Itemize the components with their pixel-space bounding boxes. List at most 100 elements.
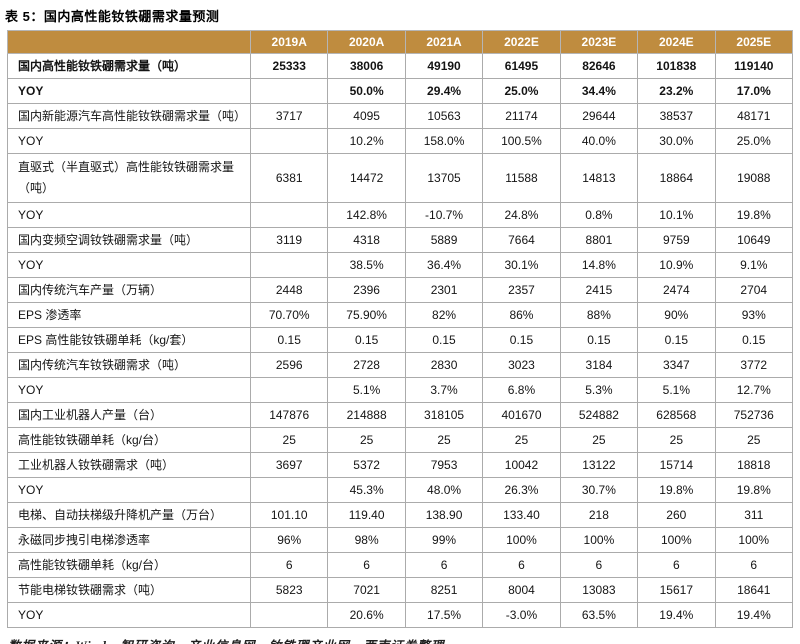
cell-value: 12.7%	[714, 377, 794, 403]
cell-value: 45.3%	[327, 477, 406, 503]
cell-value: 218	[559, 502, 639, 528]
table-row: 直驱式（半直驱式）高性能钕铁硼需求量（吨） 6381 14472 13705 11588…	[7, 153, 794, 203]
cell-value: 4095	[327, 103, 406, 129]
cell-value: 3772	[714, 352, 794, 378]
cell-value: 7664	[482, 227, 561, 253]
cell-value: 6	[482, 552, 561, 578]
cell-value: 38006	[327, 53, 406, 79]
cell-value: 10042	[482, 452, 561, 478]
cell-value: 34.4%	[559, 78, 639, 104]
table-row: 国内高性能钕铁硼需求量（吨） 25333 38006 49190 61495 82646 1…	[7, 53, 794, 79]
table-body: 国内高性能钕铁硼需求量（吨） 25333 38006 49190 61495 82646 1…	[7, 53, 794, 628]
cell-value: 14472	[327, 153, 406, 203]
table-title: 表 5：国内高性能钕铁硼需求量预测	[5, 9, 220, 24]
cell-value: 318105	[404, 402, 484, 428]
cell-value: 26.3%	[482, 477, 561, 503]
table-row: 国内传统汽车产量（万辆） 2448 2396 2301 2357 2415 2474 2704	[7, 277, 794, 303]
cell-value: 19.8%	[637, 477, 716, 503]
table-row: YOY 50.0% 29.4% 25.0% 34.4% 23.2% 17.0%	[7, 78, 794, 104]
cell-value: 82%	[404, 302, 484, 328]
cell-value: 3184	[559, 352, 639, 378]
cell-value: 0.8%	[559, 202, 639, 228]
cell-value: 30.0%	[637, 128, 716, 154]
cell-value: 5823	[249, 577, 329, 603]
row-label: YOY	[7, 602, 251, 628]
cell-value: 6	[714, 552, 794, 578]
cell-value: 14813	[559, 153, 639, 203]
cell-value: 25333	[249, 53, 329, 79]
cell-value: 25	[637, 427, 716, 453]
cell-value: 70.70%	[249, 302, 329, 328]
cell-value: 88%	[559, 302, 639, 328]
cell-value: 0.15	[327, 327, 406, 353]
row-label: 国内新能源汽车高性能钕铁硼需求量（吨）	[7, 103, 251, 129]
table-row: EPS 渗透率 70.70% 75.90% 82% 86% 88% 90% 93%	[7, 302, 794, 328]
table-row: 永磁同步拽引电梯渗透率 96% 98% 99% 100% 100% 100% 100%	[7, 527, 794, 553]
cell-value: -3.0%	[482, 602, 561, 628]
cell-value: 2415	[559, 277, 639, 303]
cell-value: -10.7%	[404, 202, 484, 228]
cell-value: 18641	[714, 577, 794, 603]
row-label: 国内变频空调钕铁硼需求量（吨）	[7, 227, 251, 253]
row-label: EPS 渗透率	[7, 302, 251, 328]
table-row: YOY 5.1% 3.7% 6.8% 5.3% 5.1% 12.7%	[7, 377, 794, 403]
cell-value: 19088	[714, 153, 794, 203]
table-row: 电梯、自动扶梯级升降机产量（万台） 101.10 119.40 138.90 133.4…	[7, 502, 794, 528]
cell-value: 752736	[714, 402, 794, 428]
table-row: 工业机器人钕铁硼需求（吨） 3697 5372 7953 10042 13122 15714…	[7, 452, 794, 478]
cell-value: 119140	[714, 53, 794, 79]
cell-value: 25	[327, 427, 406, 453]
row-label: 直驱式（半直驱式）高性能钕铁硼需求量（吨）	[7, 153, 251, 203]
cell-value: 61495	[482, 53, 561, 79]
row-label: EPS 高性能钕铁硼单耗（kg/套）	[7, 327, 251, 353]
cell-value: 48.0%	[404, 477, 484, 503]
cell-value: 9.1%	[714, 252, 794, 278]
cell-value: 15714	[637, 452, 716, 478]
cell-value: 36.4%	[404, 252, 484, 278]
cell-value: 3697	[249, 452, 329, 478]
cell-value: 29644	[559, 103, 639, 129]
row-label: 永磁同步拽引电梯渗透率	[7, 527, 251, 553]
cell-value: 90%	[637, 302, 716, 328]
cell-value: 96%	[249, 527, 329, 553]
cell-value: 5.3%	[559, 377, 639, 403]
cell-value: 100%	[559, 527, 639, 553]
cell-value: 6	[327, 552, 406, 578]
column-header: 2019A	[249, 30, 329, 54]
cell-value: 82646	[559, 53, 639, 79]
cell-value: 260	[637, 502, 716, 528]
cell-value: 14.8%	[559, 252, 639, 278]
cell-value: 8801	[559, 227, 639, 253]
row-label: 高性能钕铁硼单耗（kg/台）	[7, 552, 251, 578]
cell-value: 2474	[637, 277, 716, 303]
cell-value: 6	[249, 552, 329, 578]
cell-value: 7953	[404, 452, 484, 478]
cell-value: 100%	[637, 527, 716, 553]
cell-value: 10563	[404, 103, 484, 129]
table-row: YOY 45.3% 48.0% 26.3% 30.7% 19.8% 19.8%	[7, 477, 794, 503]
row-label: 国内传统汽车产量（万辆）	[7, 277, 251, 303]
cell-value: 100%	[482, 527, 561, 553]
table-row: YOY 38.5% 36.4% 30.1% 14.8% 10.9% 9.1%	[7, 252, 794, 278]
cell-value: 628568	[637, 402, 716, 428]
cell-value: 17.0%	[714, 78, 794, 104]
row-label: 高性能钕铁硼单耗（kg/台）	[7, 427, 251, 453]
cell-value	[249, 128, 329, 154]
cell-value: 5889	[404, 227, 484, 253]
cell-value: 214888	[327, 402, 406, 428]
cell-value: 24.8%	[482, 202, 561, 228]
cell-value: 23.2%	[637, 78, 716, 104]
table-row: 高性能钕铁硼单耗（kg/台） 25 25 25 25 25 25 25	[7, 427, 794, 453]
row-label: YOY	[7, 252, 251, 278]
cell-value: 38537	[637, 103, 716, 129]
cell-value: 101.10	[249, 502, 329, 528]
table-row: YOY 20.6% 17.5% -3.0% 63.5% 19.4% 19.4%	[7, 602, 794, 628]
cell-value: 6	[559, 552, 639, 578]
cell-value: 0.15	[404, 327, 484, 353]
cell-value: 18864	[637, 153, 716, 203]
cell-value: 2396	[327, 277, 406, 303]
cell-value: 25	[482, 427, 561, 453]
cell-value: 138.90	[404, 502, 484, 528]
header-row: 2019A 2020A 2021A 2022E 2023E 2024E 2025E	[7, 30, 794, 54]
cell-value: 8251	[404, 577, 484, 603]
